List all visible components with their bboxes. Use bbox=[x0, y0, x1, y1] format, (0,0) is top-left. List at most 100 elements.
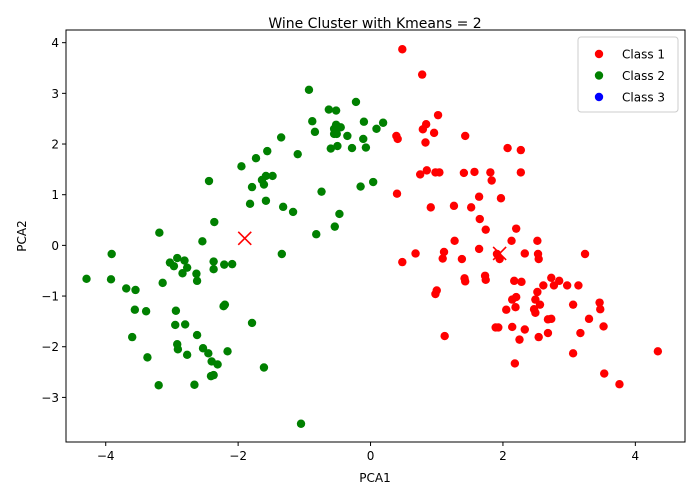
class-2-point bbox=[359, 134, 368, 144]
y-tick-label: 2 bbox=[51, 138, 59, 152]
class-2-point bbox=[169, 261, 179, 271]
class-1-point bbox=[508, 322, 517, 332]
class-1-point bbox=[422, 166, 432, 175]
class-1-point bbox=[510, 276, 519, 286]
class-1-point bbox=[600, 369, 609, 378]
class-1-point bbox=[516, 168, 526, 177]
class-1-point bbox=[481, 275, 490, 285]
class-2-point bbox=[361, 143, 371, 152]
class-1-point bbox=[393, 134, 402, 144]
class-2-point bbox=[190, 380, 199, 389]
class-1-point bbox=[392, 189, 402, 198]
x-tick-label: 0 bbox=[367, 449, 375, 463]
class-1-point bbox=[511, 224, 521, 233]
class-2-point bbox=[343, 131, 352, 141]
class-2-point bbox=[356, 182, 365, 191]
centroids-layer bbox=[237, 231, 507, 261]
class-2-point bbox=[178, 269, 187, 278]
class-2-point bbox=[330, 222, 339, 231]
class-2-point bbox=[277, 249, 287, 259]
class-2-point bbox=[219, 301, 228, 311]
class-1-point bbox=[568, 300, 578, 309]
legend-label: Class 3 bbox=[622, 91, 665, 105]
class-1-point bbox=[496, 194, 506, 203]
class-1-point bbox=[466, 203, 476, 212]
class-1-point bbox=[515, 335, 524, 344]
class-2-point bbox=[247, 182, 257, 192]
class-2-point bbox=[245, 199, 255, 209]
class-2-point bbox=[180, 256, 189, 265]
class-2-point bbox=[141, 307, 151, 316]
class-1-point bbox=[461, 277, 470, 286]
class-1-point bbox=[440, 331, 449, 341]
legend-label: Class 1 bbox=[622, 48, 665, 62]
class-2-point bbox=[192, 276, 202, 286]
class-1-point bbox=[535, 300, 545, 309]
class-1-point bbox=[576, 328, 585, 338]
class-1-point bbox=[503, 143, 512, 153]
class-2-point bbox=[192, 330, 202, 340]
legend-label: Class 2 bbox=[622, 69, 665, 83]
class-2-point bbox=[173, 253, 182, 263]
class-1-point bbox=[568, 349, 578, 358]
class-2-point bbox=[171, 306, 181, 315]
legend-frame bbox=[577, 36, 679, 113]
class-1-point bbox=[431, 168, 440, 177]
centroid-marker bbox=[492, 246, 507, 261]
class-1-point bbox=[411, 249, 420, 258]
x-axis-title: PCA1 bbox=[359, 471, 390, 485]
legend-marker bbox=[594, 71, 604, 80]
class-1-point bbox=[534, 254, 543, 264]
class-1-point bbox=[507, 236, 516, 246]
y-tick-label: −3 bbox=[41, 391, 59, 405]
class-2-point bbox=[261, 196, 271, 205]
class-1-point bbox=[398, 257, 407, 267]
class-2-point bbox=[209, 257, 218, 266]
class-1-point bbox=[580, 249, 590, 259]
class-2-point bbox=[308, 117, 317, 126]
centroid-marker bbox=[237, 231, 252, 246]
y-tick-label: 1 bbox=[51, 188, 59, 202]
class-1-point bbox=[508, 295, 517, 304]
class-2-point bbox=[304, 85, 314, 95]
legend-items: Class 1 Class 2 Class 3 bbox=[594, 48, 665, 105]
class-1-point bbox=[516, 145, 526, 155]
legend-marker bbox=[594, 92, 604, 102]
class-1-point bbox=[596, 305, 605, 314]
class-1-point bbox=[470, 167, 479, 177]
class-2-point bbox=[192, 269, 201, 278]
class-1-point bbox=[438, 254, 447, 263]
class-2-point bbox=[122, 284, 131, 293]
class-2-point bbox=[171, 320, 180, 330]
class-1-point bbox=[439, 247, 449, 257]
class-2-point bbox=[336, 123, 345, 132]
class-2-point bbox=[131, 285, 140, 295]
x-tick-label: 2 bbox=[499, 449, 507, 463]
class-2-point bbox=[347, 143, 357, 153]
class-1-point bbox=[511, 303, 520, 312]
class-1-point bbox=[433, 110, 443, 120]
legend-marker bbox=[594, 49, 604, 59]
class-2-point bbox=[237, 162, 246, 171]
class-1-point bbox=[426, 203, 435, 212]
class-1-point bbox=[429, 128, 439, 138]
class-2-point bbox=[213, 360, 222, 369]
class-1-point bbox=[450, 236, 459, 246]
chart-title: Wine Cluster with Kmeans = 2 bbox=[268, 16, 481, 32]
class-1-point bbox=[461, 131, 470, 141]
class-2-point bbox=[198, 344, 208, 353]
class-2-point bbox=[259, 180, 269, 189]
class-1-point bbox=[486, 168, 495, 177]
class-1-point bbox=[474, 244, 484, 254]
class-2-point bbox=[82, 274, 91, 284]
class-2-point bbox=[128, 332, 137, 342]
class-1-point bbox=[615, 380, 624, 389]
class-2-point bbox=[329, 129, 339, 139]
class-2-point bbox=[359, 117, 369, 126]
class-2-point bbox=[204, 176, 214, 186]
x-tick-label: −4 bbox=[97, 449, 115, 463]
class-1-point bbox=[457, 254, 467, 264]
class-2-point bbox=[155, 228, 164, 237]
class-2-point bbox=[220, 260, 229, 269]
